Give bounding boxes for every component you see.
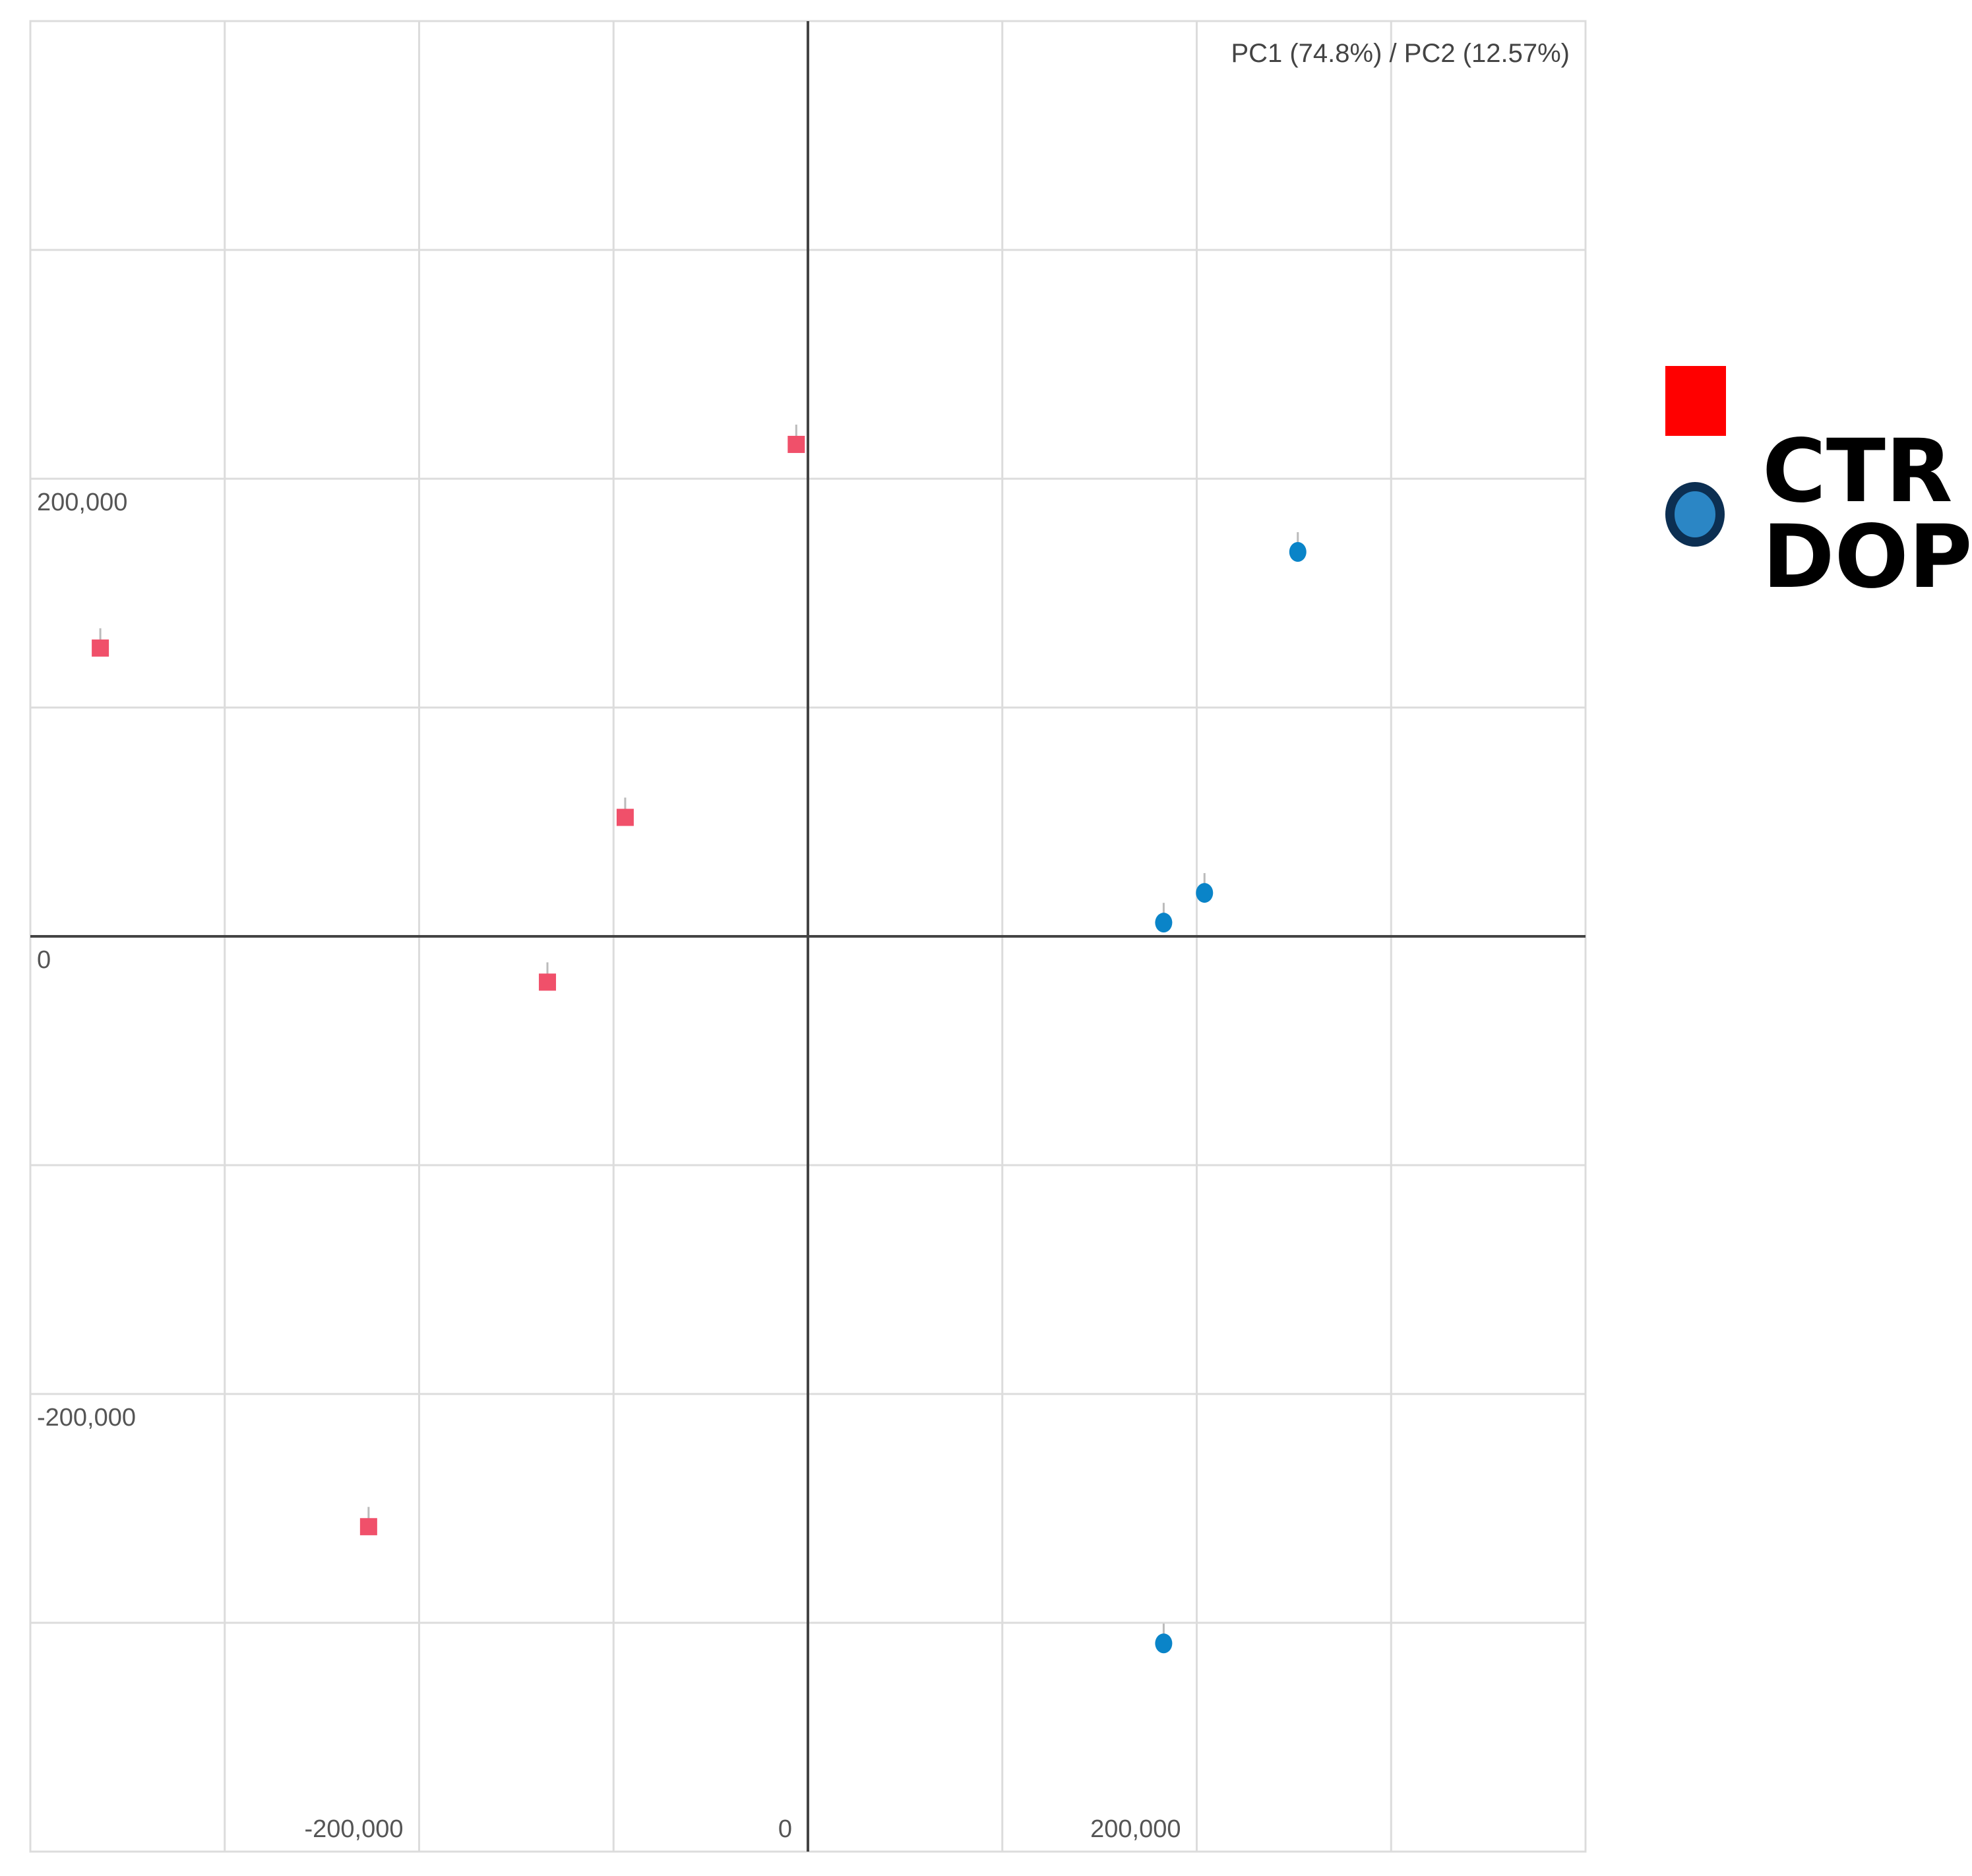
legend-ctr-square-icon <box>1665 366 1726 436</box>
legend-label-dop: DOP <box>1762 506 1972 608</box>
ctr-point <box>539 962 557 991</box>
dop-point <box>1155 1623 1173 1654</box>
ctr-point <box>787 424 805 453</box>
y-tick-label: 0 <box>37 946 51 974</box>
ctr-point <box>616 797 634 826</box>
dop-point <box>1155 903 1173 933</box>
y-tick-label: -200,000 <box>37 1404 136 1432</box>
tick-labels: -200,000 0 200,000 200,000 0 -200,000 <box>37 489 1181 1843</box>
data-points <box>92 424 1307 1654</box>
zero-axes <box>30 21 1586 1852</box>
point-square-marker <box>539 973 557 991</box>
legend-label-ctr: CTR <box>1762 421 1953 522</box>
legend-dop-circle-icon <box>1665 482 1725 547</box>
point-circle-marker <box>1289 542 1307 562</box>
point-square-marker <box>616 808 634 826</box>
chart-subtitle: PC1 (74.8%) / PC2 (12.57%) <box>1231 39 1570 68</box>
ctr-point <box>92 628 109 657</box>
point-circle-marker <box>1196 883 1214 903</box>
point-circle-marker <box>1155 1633 1173 1654</box>
dop-point <box>1196 873 1214 903</box>
point-square-marker <box>359 1518 377 1536</box>
point-square-marker <box>92 639 109 657</box>
x-tick-label: -200,000 <box>304 1815 403 1843</box>
point-square-marker <box>787 435 805 453</box>
dop-point <box>1289 532 1307 562</box>
y-tick-label: 200,000 <box>37 489 127 516</box>
point-circle-marker <box>1155 913 1173 933</box>
ctr-point <box>359 1507 377 1536</box>
x-tick-label: 200,000 <box>1090 1815 1181 1843</box>
x-tick-label: 0 <box>778 1815 792 1843</box>
